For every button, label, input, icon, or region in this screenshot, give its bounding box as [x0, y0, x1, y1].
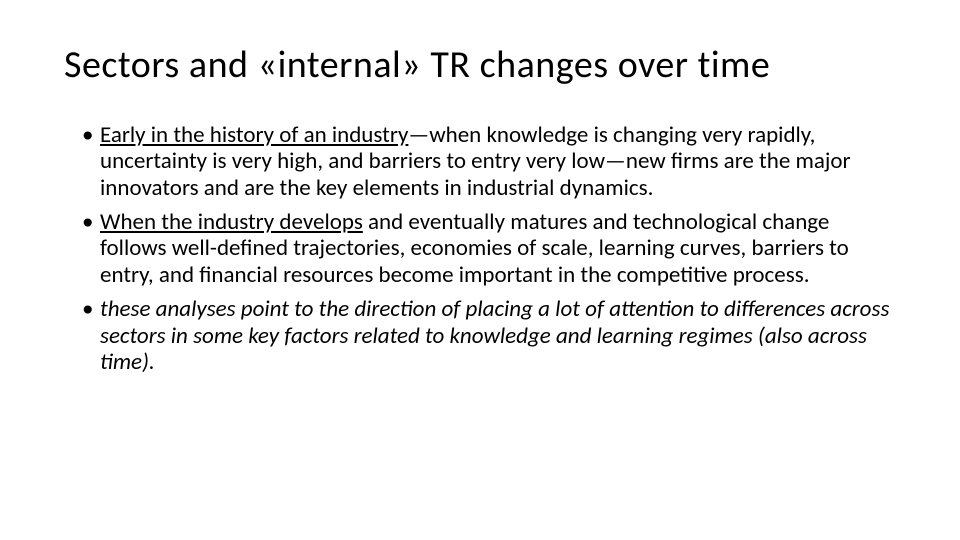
slide: Sectors and «internal» TR changes over t…: [0, 0, 960, 540]
bullet-list: Early in the history of an industry—when…: [64, 122, 896, 376]
bullet-rest: these analyses point to the direction of…: [100, 295, 889, 376]
list-item: When the industry develops and eventuall…: [82, 209, 896, 288]
slide-title: Sectors and «internal» TR changes over t…: [64, 44, 896, 88]
bullet-lead: Early in the history of an industry: [100, 121, 408, 149]
list-item: Early in the history of an industry—when…: [82, 122, 896, 201]
list-item: these analyses point to the direction of…: [82, 296, 896, 375]
bullet-lead: When the industry develops: [100, 208, 363, 236]
